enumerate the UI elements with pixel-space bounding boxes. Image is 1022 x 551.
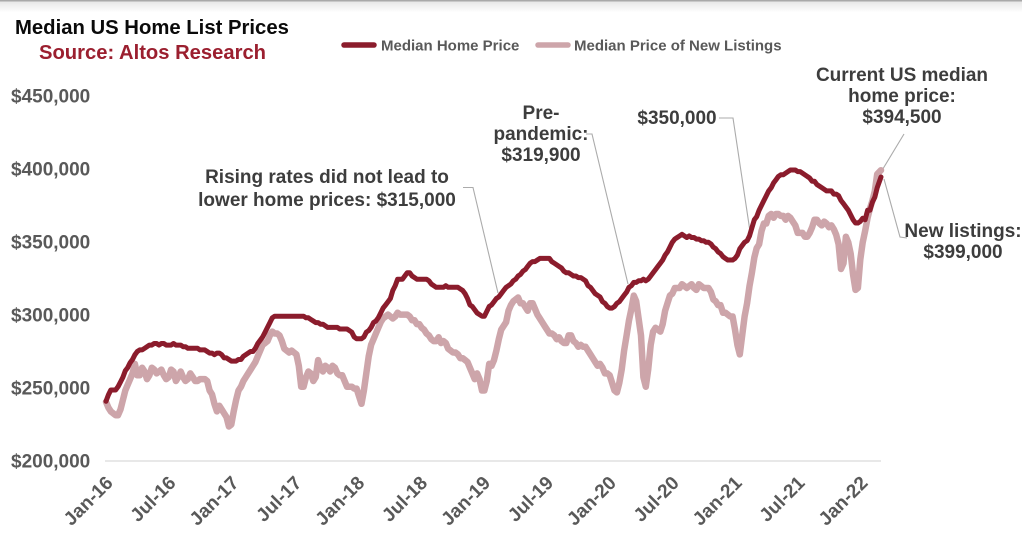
svg-text:pandemic:: pandemic: <box>493 124 588 145</box>
svg-text:$300,000: $300,000 <box>11 306 90 327</box>
svg-text:Current US median: Current US median <box>816 65 988 86</box>
svg-text:$400,000: $400,000 <box>11 160 90 181</box>
svg-text:home price:: home price: <box>848 86 956 107</box>
svg-text:$350,000: $350,000 <box>637 108 716 129</box>
svg-text:Rising rates did not lead to: Rising rates did not lead to <box>205 167 449 188</box>
svg-text:$450,000: $450,000 <box>11 87 90 108</box>
svg-text:$394,500: $394,500 <box>862 107 941 128</box>
svg-text:$200,000: $200,000 <box>11 452 90 473</box>
svg-text:Pre-: Pre- <box>523 103 560 124</box>
svg-text:Median US Home List Prices: Median US Home List Prices <box>15 17 289 39</box>
svg-text:$319,900: $319,900 <box>501 145 580 166</box>
svg-text:$399,000: $399,000 <box>923 242 1002 263</box>
svg-text:$250,000: $250,000 <box>11 379 90 400</box>
svg-text:$350,000: $350,000 <box>11 233 90 254</box>
svg-text:Median Price of New Listings: Median Price of New Listings <box>574 38 782 55</box>
svg-text:New listings:: New listings: <box>904 221 1021 242</box>
svg-text:Source: Altos Research: Source: Altos Research <box>39 42 266 64</box>
svg-text:lower home prices: $315,000: lower home prices: $315,000 <box>198 190 456 211</box>
svg-text:Median Home Price: Median Home Price <box>381 38 519 55</box>
